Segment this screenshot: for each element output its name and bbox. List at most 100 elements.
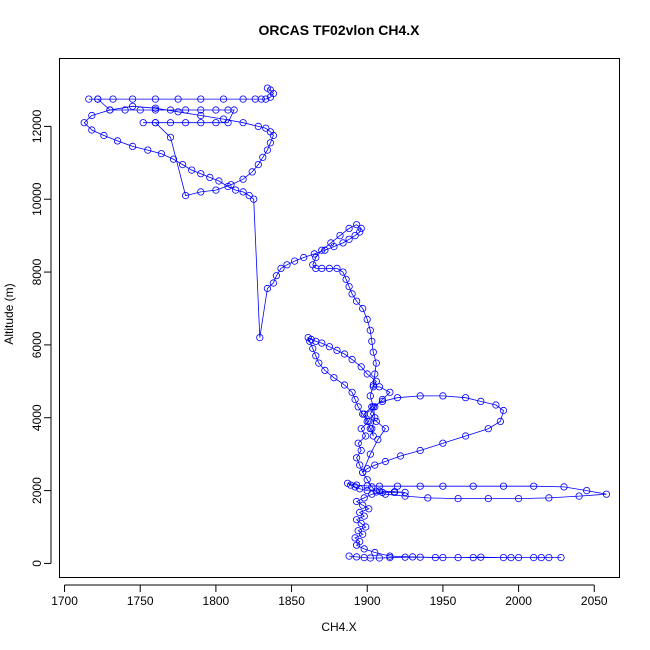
plot-area [80,84,611,562]
data-point [461,432,470,440]
data-point [290,257,299,265]
data-point [416,553,424,561]
data-point [499,553,508,562]
data-point [144,146,152,154]
y-tick-label: 0 [30,560,44,567]
data-point [366,392,374,400]
data-point [197,111,205,120]
data-point [424,494,432,502]
data-point [248,168,256,176]
data-point [602,490,611,498]
data-point [496,417,504,425]
data-point [368,337,376,345]
data-point [360,512,368,520]
data-point [157,150,165,158]
data-point [239,188,247,196]
data-point [369,403,377,411]
y-tick-label: 6000 [30,331,44,358]
data-point [356,508,364,517]
data-point [431,553,439,562]
data-point [363,465,371,473]
data-point [366,554,374,562]
y-tick-label: 8000 [30,258,44,285]
data-point [342,275,350,283]
data-point [371,370,379,378]
data-point [197,188,205,196]
data-point [227,181,235,189]
data-point [166,106,175,114]
data-point [80,119,88,127]
data-point [106,106,114,114]
x-tick-label: 1850 [278,594,305,608]
data-point [454,553,462,562]
data-point [339,239,347,247]
data-point [454,494,462,503]
data-point [366,326,374,334]
data-point [484,425,492,433]
data-point [277,264,285,272]
x-tick-label: 1950 [430,594,457,608]
data-point [345,282,353,291]
data-point [469,482,477,490]
data-point [390,488,399,496]
data-point [283,261,291,269]
data-point [356,228,364,236]
data-point [151,106,159,114]
data-point [318,264,326,272]
data-point [113,137,122,145]
series-0 [80,84,611,562]
data-point [318,246,326,254]
chart-title: ORCAS TF02vlon CH4.X [258,22,420,38]
data-point [309,261,317,269]
data-point [339,268,347,276]
y-tick-label: 2000 [30,477,44,504]
data-point [85,95,93,103]
data-point [362,523,370,531]
data-point [212,186,220,194]
data-point [484,494,492,503]
data-point [129,142,137,150]
data-point [312,352,320,360]
data-point [369,381,377,389]
data-point [182,119,190,127]
data-point [359,410,367,418]
x-tick-label: 2050 [581,594,608,608]
y-tick-label: 10000 [30,182,44,216]
data-point [372,488,380,496]
data-point [182,192,190,200]
data-point [232,186,240,194]
data-point [378,397,386,405]
data-point [393,482,402,490]
data-point [100,131,108,140]
data-point [368,483,376,491]
data-point [239,175,247,183]
data-point [263,284,271,293]
data-point [381,490,389,498]
data-point [369,348,377,356]
data-point [151,119,159,127]
data-point [325,343,333,351]
data-point [139,119,147,127]
data-point [477,397,485,405]
data-point [368,425,376,433]
data-point [352,553,361,561]
data-point [340,350,349,358]
x-tick-label: 1750 [127,594,154,608]
data-point [363,417,371,425]
data-point [560,483,568,491]
data-point [215,177,223,185]
data-point [356,461,364,469]
data-point [354,439,362,447]
data-point [372,417,380,425]
data-point [360,494,368,502]
data-point [336,232,344,240]
data-point [94,95,102,103]
data-point [371,414,379,422]
data-point [354,527,362,535]
data-point [439,482,447,490]
data-point [197,119,205,127]
data-point [245,192,253,200]
data-point [312,253,320,262]
data-point [514,553,523,562]
data-point [166,133,175,141]
